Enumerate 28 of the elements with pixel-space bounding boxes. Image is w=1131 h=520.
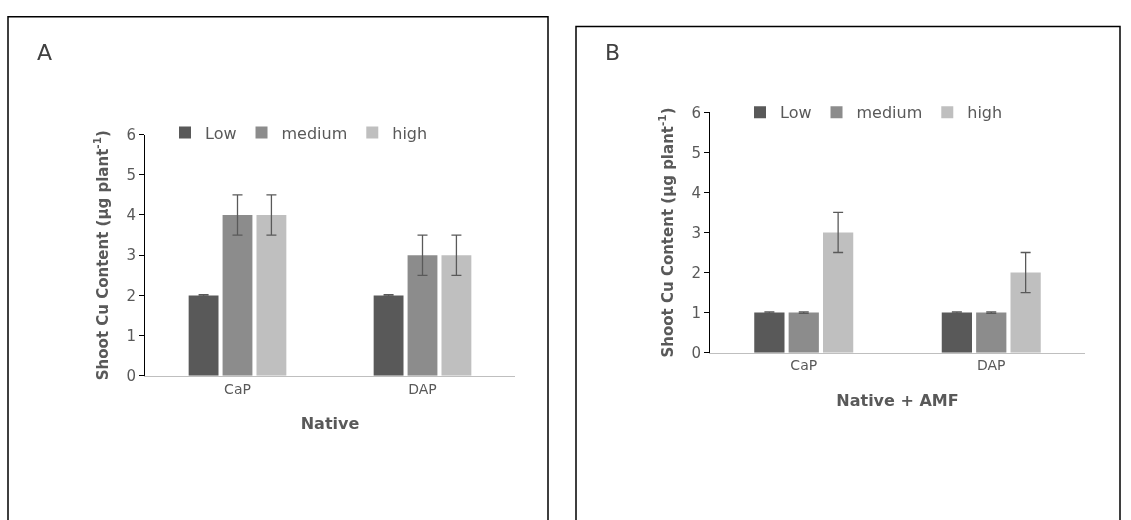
y-tick-label: 6	[126, 125, 136, 144]
x-tick-label: DAP	[976, 357, 1006, 374]
y-tick-label: 1	[126, 326, 136, 345]
x-tick-label: CaP	[224, 380, 251, 397]
x-tick-label: CaP	[790, 357, 818, 374]
y-tick-label: 3	[691, 223, 701, 242]
legend-label: high	[967, 103, 1003, 123]
legend-label: Low	[205, 123, 237, 143]
legend-label: high	[392, 123, 428, 143]
x-axis-title: Native	[300, 414, 360, 434]
x-tick-label: DAP	[408, 380, 437, 397]
y-tick-label: 1	[691, 303, 701, 322]
y-tick-label: 5	[691, 143, 701, 162]
y-tick-label: 4	[691, 183, 701, 202]
y-tick-label: 3	[126, 246, 136, 265]
legend-label: Low	[780, 103, 812, 123]
chart-title: B	[605, 40, 621, 65]
legend-label: medium	[281, 123, 348, 143]
y-tick-label: 0	[126, 367, 136, 386]
y-tick-label: 4	[126, 206, 136, 225]
x-axis-title: Native + AMF	[836, 391, 959, 411]
y-tick-label: 0	[691, 343, 701, 362]
legend-label: medium	[856, 103, 923, 123]
chart-title: A	[37, 40, 53, 65]
y-tick-label: 6	[691, 103, 701, 122]
y-tick-label: 2	[691, 263, 701, 282]
y-tick-label: 5	[126, 165, 136, 184]
y-tick-label: 2	[126, 286, 136, 305]
